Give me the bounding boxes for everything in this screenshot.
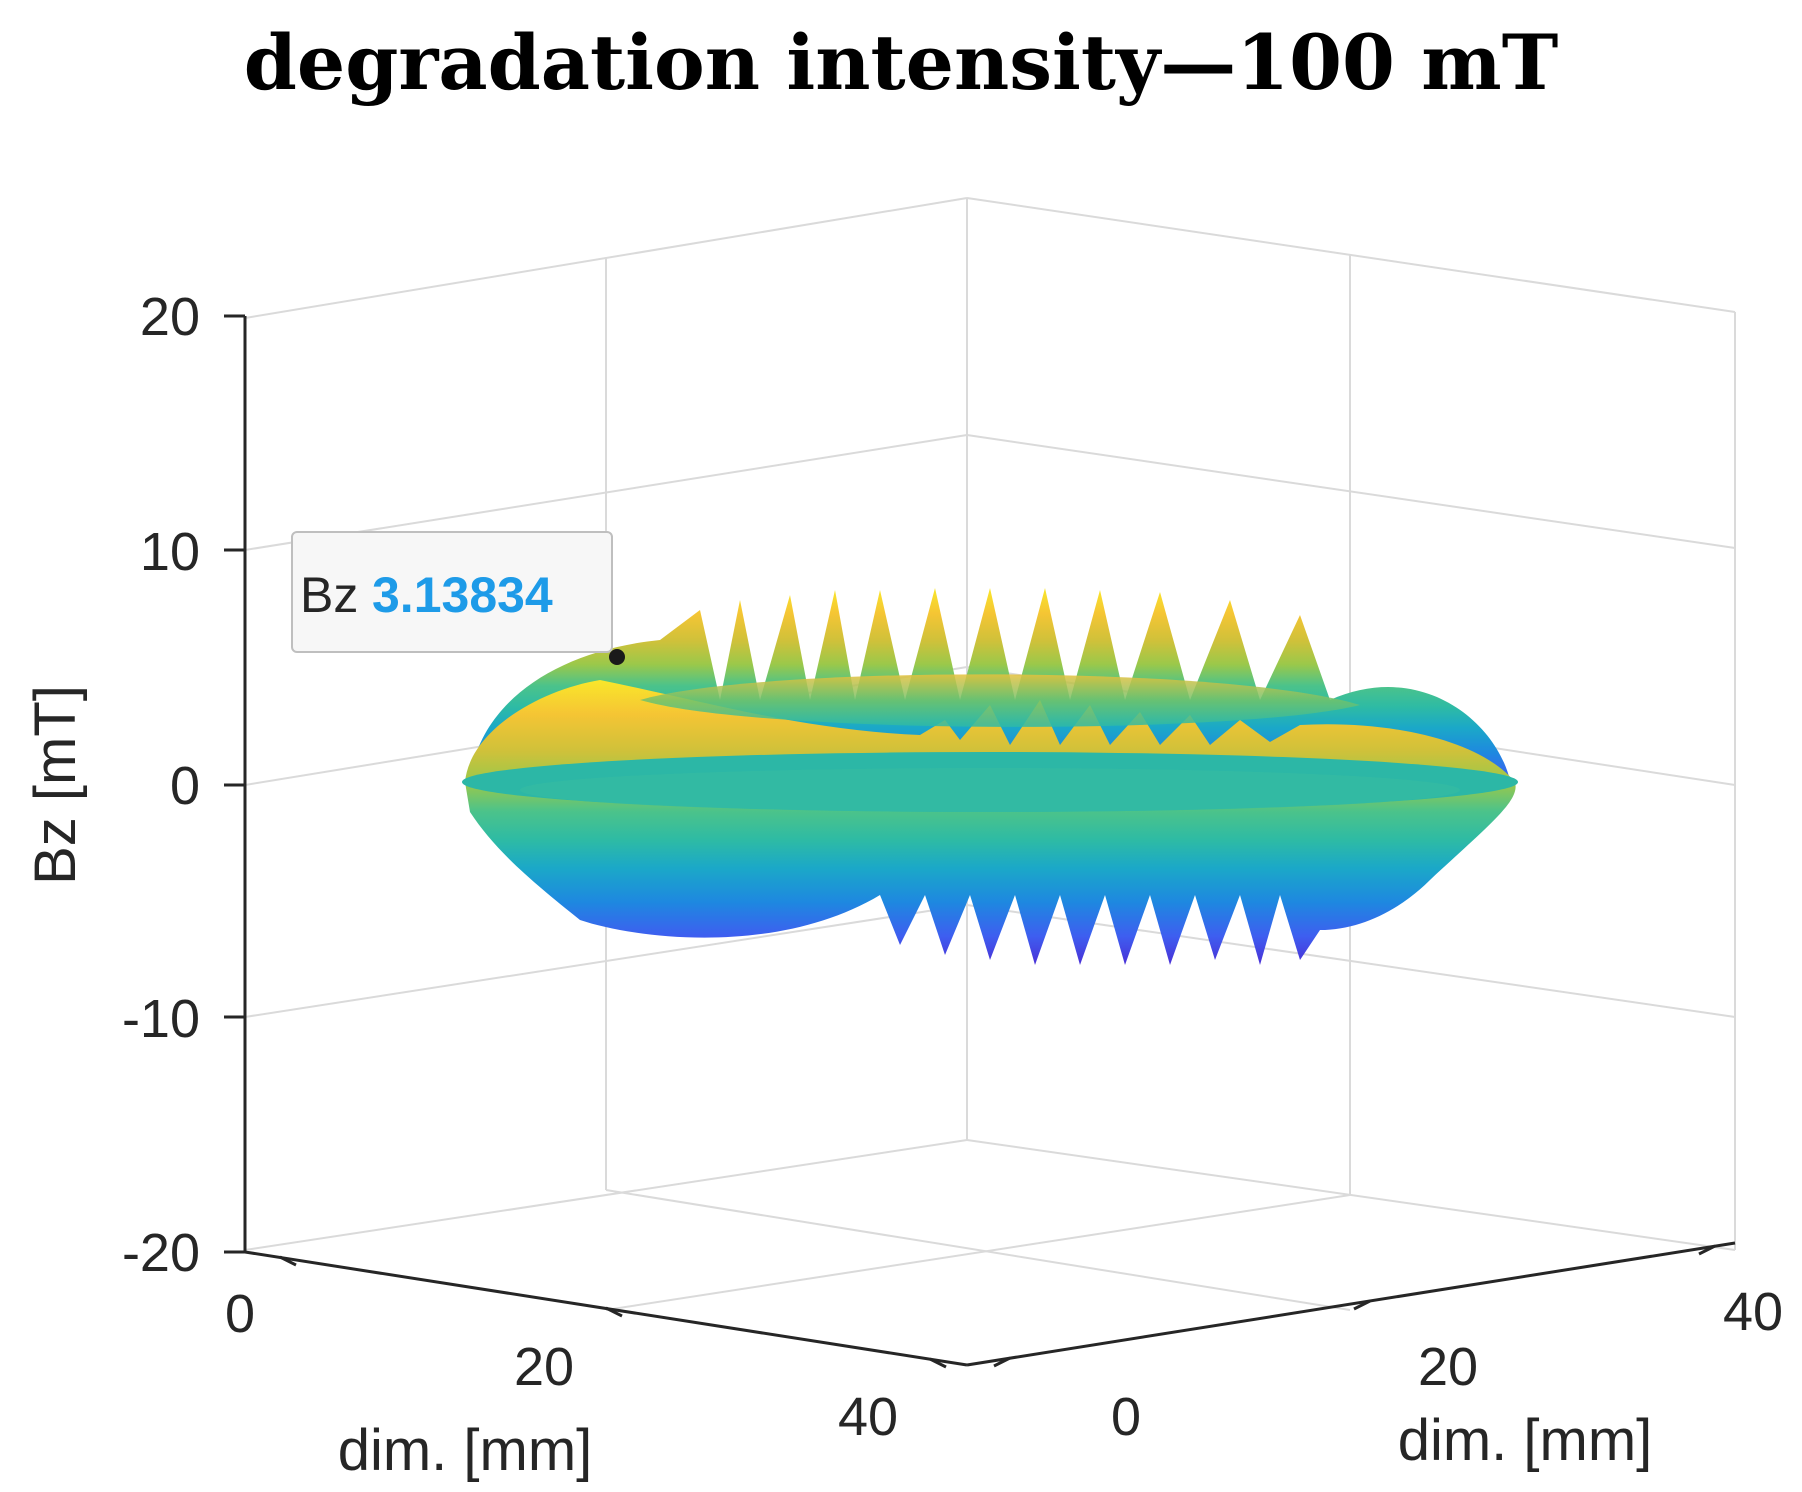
- x-tick-label: 40: [838, 1387, 898, 1447]
- y-tick-label: 20: [1418, 1337, 1478, 1397]
- x-tick-label: 20: [514, 1337, 574, 1397]
- tick-marks: [224, 314, 1716, 1369]
- y-tick-label: 40: [1723, 1282, 1783, 1342]
- y-axis-label: dim. [mm]: [1398, 1408, 1653, 1473]
- datatip-value: 3.13834: [372, 567, 553, 623]
- z-tick-label: 20: [140, 287, 200, 347]
- y-axis-line: [966, 1241, 1736, 1367]
- datatip-box: [291, 531, 613, 653]
- chart-title: degradation intensity—100 mT: [243, 18, 1559, 107]
- datatip-marker: [609, 649, 625, 665]
- z-tick-label: 0: [170, 756, 200, 816]
- surface-ring: [462, 588, 1518, 965]
- z-tick-label: 10: [140, 522, 200, 582]
- x-axis-label: dim. [mm]: [338, 1418, 593, 1483]
- datatip[interactable]: Bz 3.13834: [291, 531, 625, 665]
- z-tick-label: -20: [122, 1223, 200, 1283]
- z-axis-label: Bz [mT]: [23, 685, 88, 885]
- z-tick-label: -10: [122, 989, 200, 1049]
- surface-hole: [640, 674, 1360, 727]
- y-tick-label: 0: [1111, 1387, 1141, 1447]
- datatip-label: Bz: [300, 567, 358, 623]
- x-tick-label: 0: [225, 1284, 255, 1344]
- surface-front-half: [465, 680, 1516, 965]
